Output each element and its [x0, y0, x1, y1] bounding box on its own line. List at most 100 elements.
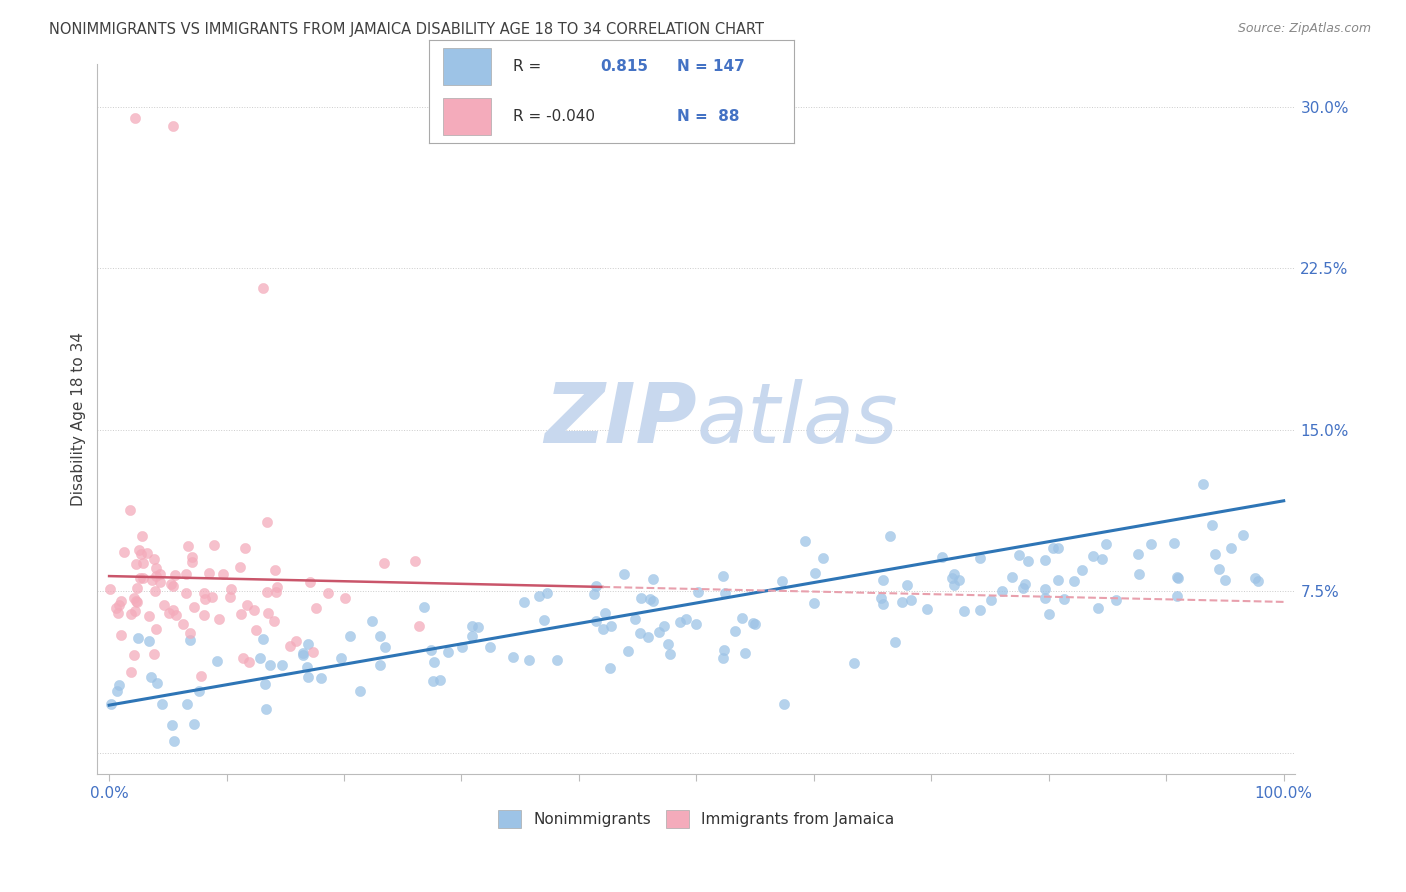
Point: [243, 603, 266, 617]
Point: [143, 552, 166, 566]
Point: [98, 582, 121, 596]
Point: [271, 658, 294, 673]
Point: [132, 571, 155, 585]
Point: [149, 567, 172, 582]
Point: [120, 607, 142, 621]
Point: [1213, 573, 1236, 587]
Point: [1008, 549, 1031, 563]
Point: [107, 607, 129, 621]
Point: [194, 592, 217, 607]
Point: [931, 550, 953, 565]
Point: [254, 702, 277, 716]
Point: [686, 585, 709, 599]
Point: [301, 645, 323, 659]
Point: [711, 651, 734, 665]
Point: [330, 651, 353, 665]
Point: [593, 606, 616, 620]
Point: [1017, 554, 1039, 568]
Point: [162, 579, 184, 593]
Point: [145, 561, 167, 575]
Point: [349, 684, 371, 698]
Point: [404, 554, 426, 568]
Point: [125, 595, 148, 609]
Point: [162, 120, 184, 134]
Point: [174, 567, 197, 582]
Point: [256, 516, 278, 530]
Point: [145, 623, 167, 637]
Point: [613, 566, 636, 581]
Point: [172, 616, 194, 631]
Point: [232, 651, 254, 665]
Point: [652, 619, 675, 633]
Point: [536, 585, 558, 599]
Point: [879, 529, 901, 543]
Text: Source: ZipAtlas.com: Source: ZipAtlas.com: [1237, 22, 1371, 36]
Point: [318, 586, 340, 600]
Point: [1128, 567, 1150, 582]
Point: [160, 717, 183, 731]
Point: [637, 630, 659, 644]
Point: [229, 560, 252, 574]
Point: [641, 572, 664, 586]
Point: [256, 585, 278, 599]
Point: [461, 619, 484, 633]
FancyBboxPatch shape: [443, 97, 491, 135]
Point: [278, 639, 301, 653]
Point: [252, 281, 274, 295]
Point: [128, 543, 150, 558]
Point: [120, 665, 142, 679]
Point: [193, 607, 215, 622]
Point: [256, 607, 278, 621]
Point: [233, 541, 256, 556]
Point: [305, 600, 328, 615]
Point: [599, 661, 621, 675]
Point: [127, 631, 149, 645]
Point: [157, 606, 180, 620]
Point: [461, 629, 484, 643]
Point: [139, 670, 162, 684]
Point: [600, 619, 623, 633]
Point: [165, 568, 187, 582]
Point: [180, 549, 202, 564]
Point: [467, 620, 489, 634]
Point: [197, 566, 219, 580]
Point: [112, 545, 135, 559]
Point: [125, 594, 148, 608]
Point: [1094, 537, 1116, 551]
Point: [1012, 581, 1035, 595]
Point: [245, 623, 267, 637]
Point: [685, 616, 707, 631]
Point: [264, 563, 287, 577]
Point: [110, 628, 132, 642]
Point: [165, 608, 187, 623]
Point: [1042, 541, 1064, 556]
Point: [231, 607, 253, 621]
Point: [1046, 574, 1069, 588]
Point: [335, 591, 357, 606]
Point: [1243, 571, 1265, 585]
Point: [953, 604, 976, 618]
Point: [1105, 592, 1128, 607]
Point: [238, 655, 260, 669]
Point: [207, 654, 229, 668]
Point: [890, 595, 912, 609]
Point: [422, 674, 444, 689]
Point: [131, 529, 153, 543]
Point: [991, 584, 1014, 599]
Point: [1166, 589, 1188, 603]
Point: [176, 697, 198, 711]
Point: [451, 640, 474, 654]
Point: [803, 596, 825, 610]
Point: [724, 624, 747, 638]
Point: [980, 593, 1002, 607]
Point: [297, 670, 319, 684]
Point: [512, 595, 534, 609]
Point: [585, 614, 607, 628]
Point: [1201, 518, 1223, 533]
Point: [295, 660, 318, 674]
Point: [1001, 570, 1024, 584]
Point: [187, 684, 209, 698]
Point: [284, 634, 307, 648]
Point: [734, 646, 756, 660]
Point: [527, 589, 550, 603]
